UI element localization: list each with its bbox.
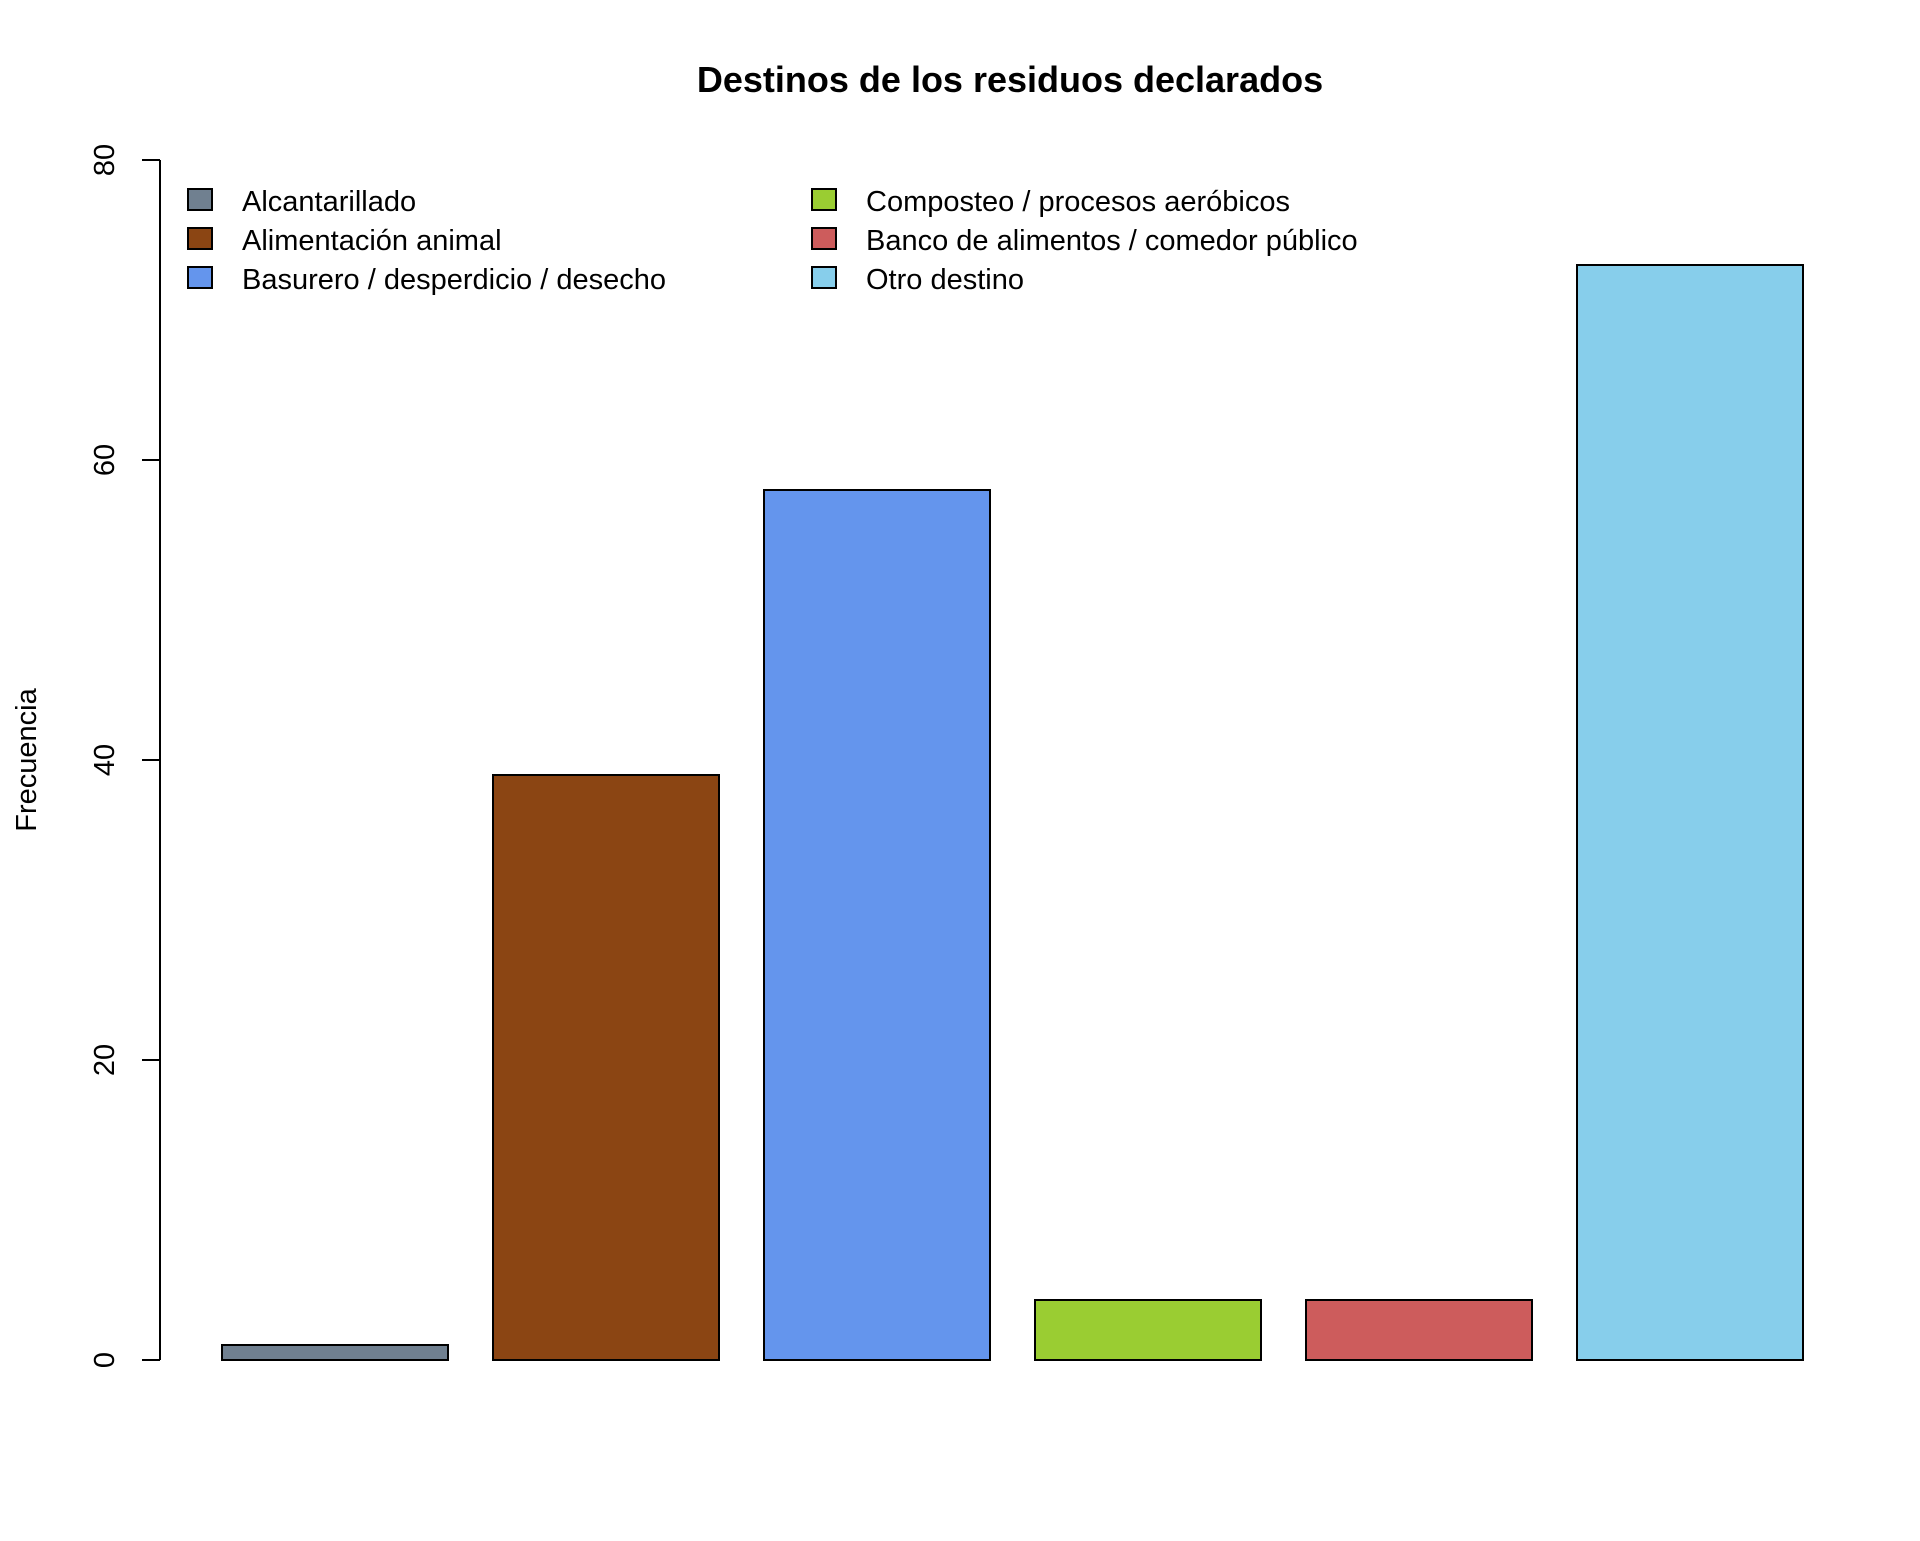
legend-label-5: Banco de alimentos / comedor público (866, 225, 1358, 257)
y-tick-label: 60 (89, 444, 121, 476)
bar-4 (1034, 1299, 1262, 1361)
legend-swatch-4 (811, 188, 837, 211)
bar-6 (1576, 264, 1804, 1361)
legend-label-4: Composteo / procesos aeróbicos (866, 186, 1290, 218)
y-tick-label: 0 (89, 1352, 121, 1368)
legend-swatch-5 (811, 227, 837, 250)
legend-label-2: Alimentación animal (242, 225, 502, 257)
legend-swatch-6 (811, 266, 837, 289)
legend-swatch-2 (187, 227, 213, 250)
legend-swatch-3 (187, 266, 213, 289)
chart-title: Destinos de los residuos declarados (697, 59, 1323, 100)
y-axis: 0 20 40 60 80 (89, 144, 161, 1368)
legend-swatch-1 (187, 188, 213, 211)
legend-label-6: Otro destino (866, 264, 1024, 296)
y-tick-label: 80 (89, 144, 121, 176)
legend-label-1: Alcantarillado (242, 186, 416, 218)
legend: Alcantarillado Alimentación animal Basurer… (187, 186, 1358, 296)
y-axis-label: Frecuencia (11, 687, 43, 831)
bar-1 (221, 1344, 449, 1361)
bar-5 (1305, 1299, 1533, 1361)
bar-2 (492, 774, 720, 1361)
bars-group (221, 264, 1804, 1361)
legend-label-3: Basurero / desperdicio / desecho (242, 264, 666, 296)
y-tick-label: 40 (89, 744, 121, 776)
y-tick-label: 20 (89, 1044, 121, 1076)
bar-3 (763, 489, 991, 1361)
